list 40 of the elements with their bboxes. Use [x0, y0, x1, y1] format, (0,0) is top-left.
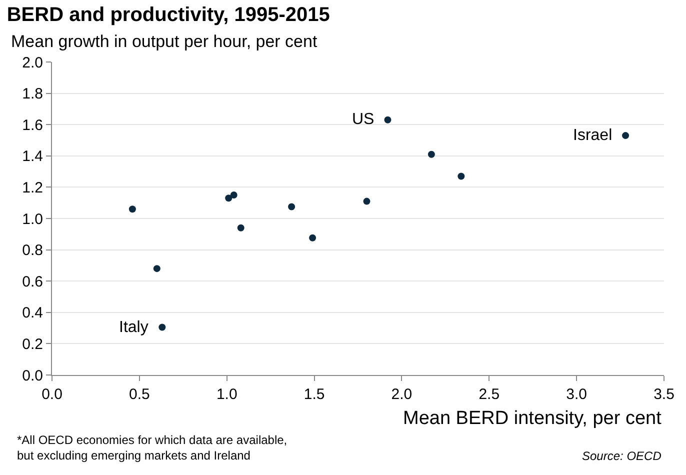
point — [230, 192, 238, 199]
y-tick-label: 0.8 — [22, 242, 43, 260]
point — [363, 198, 370, 205]
source-note: Source: OECD — [582, 449, 662, 463]
y-tick-label: 1.2 — [22, 179, 43, 196]
point — [225, 194, 232, 202]
y-tick-label: 1.4 — [22, 148, 43, 166]
x-tick-label: 3.0 — [566, 386, 587, 403]
annotation: Italy — [119, 319, 148, 336]
y-tick-label: 0.2 — [22, 336, 43, 353]
y-tick-label: 0.6 — [22, 273, 43, 290]
y-tick-label: 0.0 — [22, 367, 43, 384]
chart-title: BERD and productivity, 1995-2015 — [6, 4, 330, 26]
point — [309, 234, 316, 242]
annotation: Israel — [573, 127, 612, 144]
x-axis-title: Mean BERD intensity, per cent — [403, 408, 662, 429]
annotation: US — [352, 111, 374, 128]
x-tick-label: 3.5 — [654, 386, 674, 403]
point — [158, 324, 166, 331]
point — [153, 265, 160, 272]
point — [622, 132, 630, 140]
y-tick-label: 1.0 — [22, 210, 43, 228]
point — [428, 150, 435, 158]
x-tick-label: 1.5 — [304, 386, 325, 403]
y-tick-label: 1.8 — [22, 86, 43, 103]
y-tick-label: 2.0 — [22, 54, 43, 72]
chart-subtitle: Mean growth in output per hour, per cent — [11, 32, 318, 51]
x-tick-label: 0.0 — [42, 386, 62, 403]
point — [458, 172, 465, 180]
point — [128, 206, 136, 213]
x-tick-label: 0.5 — [129, 386, 150, 403]
x-tick-label: 2.0 — [391, 386, 412, 403]
x-tick-label: 1.0 — [216, 386, 238, 403]
x-tick-label: 2.5 — [478, 386, 500, 403]
text: *All OECD economies for which data are available, but excluding emerging markets and Ireland — [17, 433, 288, 463]
point — [237, 224, 244, 232]
y-tick-label: 0.4 — [22, 304, 43, 322]
point — [288, 203, 296, 210]
point — [384, 116, 392, 124]
y-tick-label: 1.6 — [22, 116, 43, 134]
